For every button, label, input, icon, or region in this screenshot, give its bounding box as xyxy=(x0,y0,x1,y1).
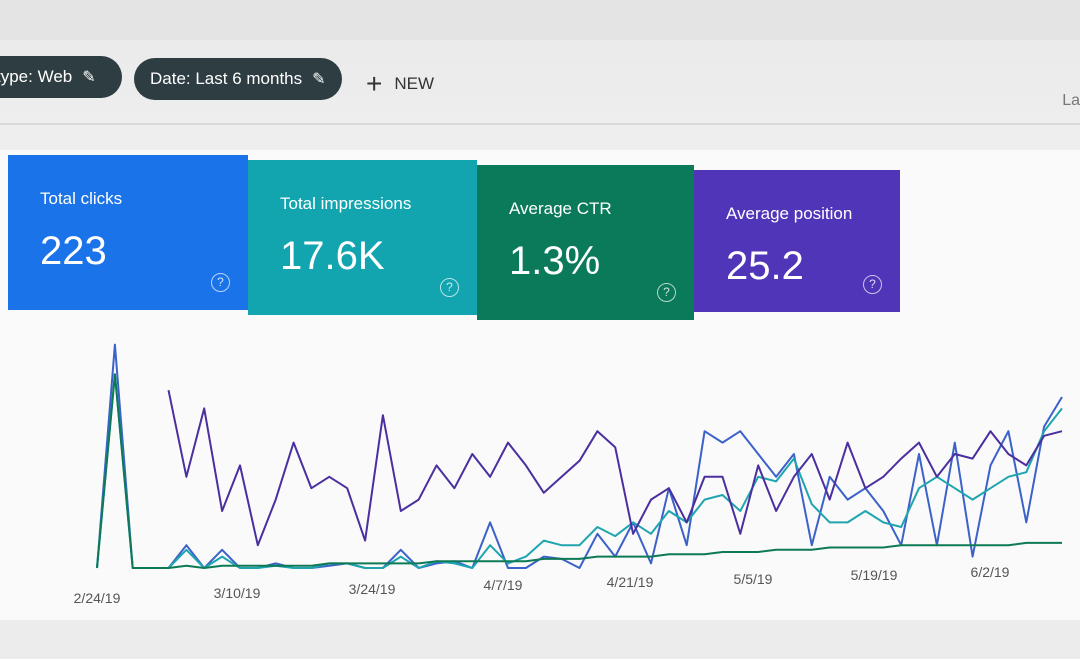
help-icon[interactable]: ? xyxy=(440,278,459,297)
x-tick-label: 6/2/19 xyxy=(971,564,1010,580)
filter-chip-type[interactable]: type: Web ✎ xyxy=(0,56,122,98)
metric-label: Total impressions xyxy=(280,194,412,213)
x-tick-label: 3/24/19 xyxy=(349,581,396,597)
metric-card-clicks[interactable]: Total clicks 223 ? xyxy=(8,155,248,310)
series-line-1 xyxy=(96,373,1063,569)
cut-off-text: La xyxy=(1062,92,1080,109)
x-tick-label: 5/5/19 xyxy=(734,571,773,587)
plus-icon: + xyxy=(366,68,383,99)
x-tick-label: 2/24/19 xyxy=(74,590,121,606)
metric-value: 223 xyxy=(40,229,107,273)
x-tick-label: 4/7/19 xyxy=(484,577,523,593)
x-tick-label: 5/19/19 xyxy=(851,567,898,583)
series-line-2 xyxy=(96,373,1062,569)
metric-value: 25.2 xyxy=(726,244,804,288)
metric-label: Average position xyxy=(726,204,853,223)
pencil-icon[interactable]: ✎ xyxy=(312,71,326,88)
metric-card-impressions[interactable]: Total impressions 17.6K ? xyxy=(248,160,477,315)
x-tick-label: 3/10/19 xyxy=(214,585,261,601)
metric-label: Average CTR xyxy=(509,199,612,218)
metric-value: 17.6K xyxy=(280,234,385,278)
new-filter-button[interactable]: + NEW xyxy=(366,68,434,100)
help-icon[interactable]: ? xyxy=(211,273,230,292)
help-icon[interactable]: ? xyxy=(657,283,676,302)
series-line-0 xyxy=(96,343,1063,569)
divider xyxy=(0,123,1080,125)
help-icon[interactable]: ? xyxy=(863,275,882,294)
series-line-3 xyxy=(167,389,1063,547)
filter-label: type: Web xyxy=(0,67,73,86)
metric-label: Total clicks xyxy=(40,189,123,208)
metric-value: 1.3% xyxy=(509,239,601,283)
pencil-icon[interactable]: ✎ xyxy=(82,69,96,86)
new-label: NEW xyxy=(394,74,435,93)
metric-card-ctr[interactable]: Average CTR 1.3% ? xyxy=(477,165,694,320)
top-bar xyxy=(0,0,1080,40)
x-tick-label: 4/21/19 xyxy=(607,574,654,590)
metric-card-position[interactable]: Average position 25.2 ? xyxy=(694,170,900,312)
filter-label: Date: Last 6 months xyxy=(150,69,303,88)
filter-chip-date[interactable]: Date: Last 6 months ✎ xyxy=(134,58,342,100)
